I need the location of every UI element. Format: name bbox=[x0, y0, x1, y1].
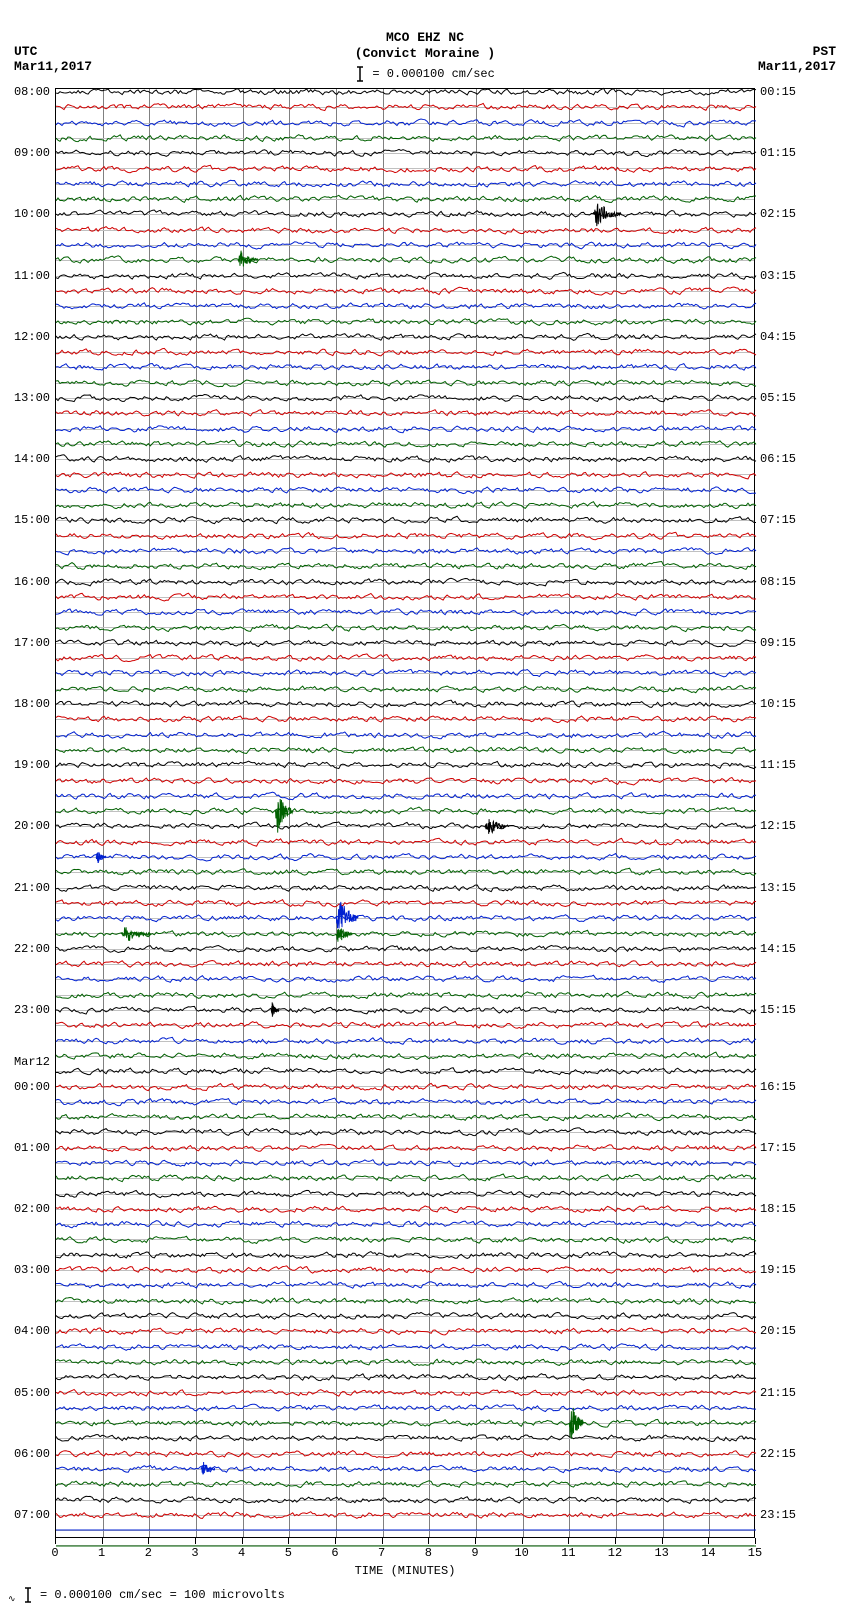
x-tick-label: 0 bbox=[51, 1546, 58, 1560]
x-tick-mark bbox=[288, 1538, 289, 1544]
x-tick-label: 7 bbox=[378, 1546, 385, 1560]
pst-time-label: 16:15 bbox=[760, 1080, 796, 1094]
x-tick-mark bbox=[428, 1538, 429, 1544]
utc-time-label: 08:00 bbox=[14, 85, 50, 99]
pst-time-label: 13:15 bbox=[760, 881, 796, 895]
utc-time-label: 05:00 bbox=[14, 1386, 50, 1400]
utc-time-label: 17:00 bbox=[14, 636, 50, 650]
x-tick-label: 4 bbox=[238, 1546, 245, 1560]
x-tick-label: 10 bbox=[514, 1546, 528, 1560]
x-axis: TIME (MINUTES) 0123456789101112131415 bbox=[55, 1538, 755, 1578]
x-tick-label: 1 bbox=[98, 1546, 105, 1560]
pst-time-label: 00:15 bbox=[760, 85, 796, 99]
pst-time-label: 15:15 bbox=[760, 1003, 796, 1017]
x-tick-mark bbox=[335, 1538, 336, 1544]
pst-time-label: 23:15 bbox=[760, 1508, 796, 1522]
x-tick-label: 2 bbox=[145, 1546, 152, 1560]
pst-time-label: 18:15 bbox=[760, 1202, 796, 1216]
x-tick-mark bbox=[475, 1538, 476, 1544]
x-tick-mark bbox=[55, 1538, 56, 1544]
utc-time-label: 15:00 bbox=[14, 513, 50, 527]
x-tick-label: 12 bbox=[608, 1546, 622, 1560]
x-tick-mark bbox=[382, 1538, 383, 1544]
pst-time-label: 12:15 bbox=[760, 819, 796, 833]
utc-time-label: 02:00 bbox=[14, 1202, 50, 1216]
pst-time-label: 06:15 bbox=[760, 452, 796, 466]
pst-time-label: 17:15 bbox=[760, 1141, 796, 1155]
seismogram-page: UTC Mar11,2017 PST Mar11,2017 MCO EHZ NC… bbox=[0, 0, 850, 1613]
x-tick-label: 11 bbox=[561, 1546, 575, 1560]
x-tick-mark bbox=[755, 1538, 756, 1544]
utc-time-label: 23:00 bbox=[14, 1003, 50, 1017]
utc-time-label: 21:00 bbox=[14, 881, 50, 895]
utc-time-label: 07:00 bbox=[14, 1508, 50, 1522]
x-axis-label: TIME (MINUTES) bbox=[55, 1564, 755, 1578]
x-tick-label: 15 bbox=[748, 1546, 762, 1560]
footer-scale-bar-icon bbox=[23, 1587, 33, 1603]
utc-time-label: 19:00 bbox=[14, 758, 50, 772]
utc-time-label: 12:00 bbox=[14, 330, 50, 344]
x-tick-label: 5 bbox=[285, 1546, 292, 1560]
pst-time-label: 14:15 bbox=[760, 942, 796, 956]
x-tick-label: 3 bbox=[191, 1546, 198, 1560]
pst-time-label: 20:15 bbox=[760, 1324, 796, 1338]
pst-time-label: 22:15 bbox=[760, 1447, 796, 1461]
utc-time-label: 10:00 bbox=[14, 207, 50, 221]
utc-time-label: 14:00 bbox=[14, 452, 50, 466]
chart-title-line2: (Convict Moraine ) bbox=[0, 46, 850, 62]
utc-time-label: 11:00 bbox=[14, 269, 50, 283]
footer-scale: ∿ = 0.000100 cm/sec = 100 microvolts bbox=[8, 1587, 285, 1605]
x-tick-label: 6 bbox=[331, 1546, 338, 1560]
pst-time-label: 11:15 bbox=[760, 758, 796, 772]
utc-time-label: 20:00 bbox=[14, 819, 50, 833]
pst-time-label: 01:15 bbox=[760, 146, 796, 160]
pst-time-label: 08:15 bbox=[760, 575, 796, 589]
utc-time-label: 01:00 bbox=[14, 1141, 50, 1155]
x-tick-label: 8 bbox=[425, 1546, 432, 1560]
utc-time-label: 18:00 bbox=[14, 697, 50, 711]
pst-time-label: 19:15 bbox=[760, 1263, 796, 1277]
pst-time-label: 21:15 bbox=[760, 1386, 796, 1400]
x-tick-mark bbox=[195, 1538, 196, 1544]
seismogram-plot: 08:0009:0010:0011:0012:0013:0014:0015:00… bbox=[55, 88, 755, 1538]
utc-time-label: 06:00 bbox=[14, 1447, 50, 1461]
pst-time-label: 03:15 bbox=[760, 269, 796, 283]
pst-time-label: 09:15 bbox=[760, 636, 796, 650]
pst-time-label: 02:15 bbox=[760, 207, 796, 221]
utc-time-label: 22:00 bbox=[14, 942, 50, 956]
pst-time-label: 07:15 bbox=[760, 513, 796, 527]
utc-time-label: 13:00 bbox=[14, 391, 50, 405]
footer-scale-text: = 0.000100 cm/sec = 100 microvolts bbox=[40, 1589, 285, 1603]
utc-time-label: 04:00 bbox=[14, 1324, 50, 1338]
x-tick-label: 9 bbox=[471, 1546, 478, 1560]
x-tick-mark bbox=[242, 1538, 243, 1544]
x-tick-mark bbox=[615, 1538, 616, 1544]
utc-time-label: 03:00 bbox=[14, 1263, 50, 1277]
utc-time-label: 09:00 bbox=[14, 146, 50, 160]
x-tick-mark bbox=[568, 1538, 569, 1544]
chart-title-line1: MCO EHZ NC bbox=[0, 30, 850, 46]
date-break-label: Mar12 bbox=[14, 1055, 50, 1069]
x-tick-label: 14 bbox=[701, 1546, 715, 1560]
x-tick-mark bbox=[708, 1538, 709, 1544]
utc-time-label: 16:00 bbox=[14, 575, 50, 589]
pst-time-label: 04:15 bbox=[760, 330, 796, 344]
pst-time-label: 10:15 bbox=[760, 697, 796, 711]
x-tick-label: 13 bbox=[654, 1546, 668, 1560]
x-tick-mark bbox=[522, 1538, 523, 1544]
pst-time-label: 05:15 bbox=[760, 391, 796, 405]
x-tick-mark bbox=[102, 1538, 103, 1544]
utc-time-label: 00:00 bbox=[14, 1080, 50, 1094]
x-tick-mark bbox=[148, 1538, 149, 1544]
x-tick-mark bbox=[662, 1538, 663, 1544]
